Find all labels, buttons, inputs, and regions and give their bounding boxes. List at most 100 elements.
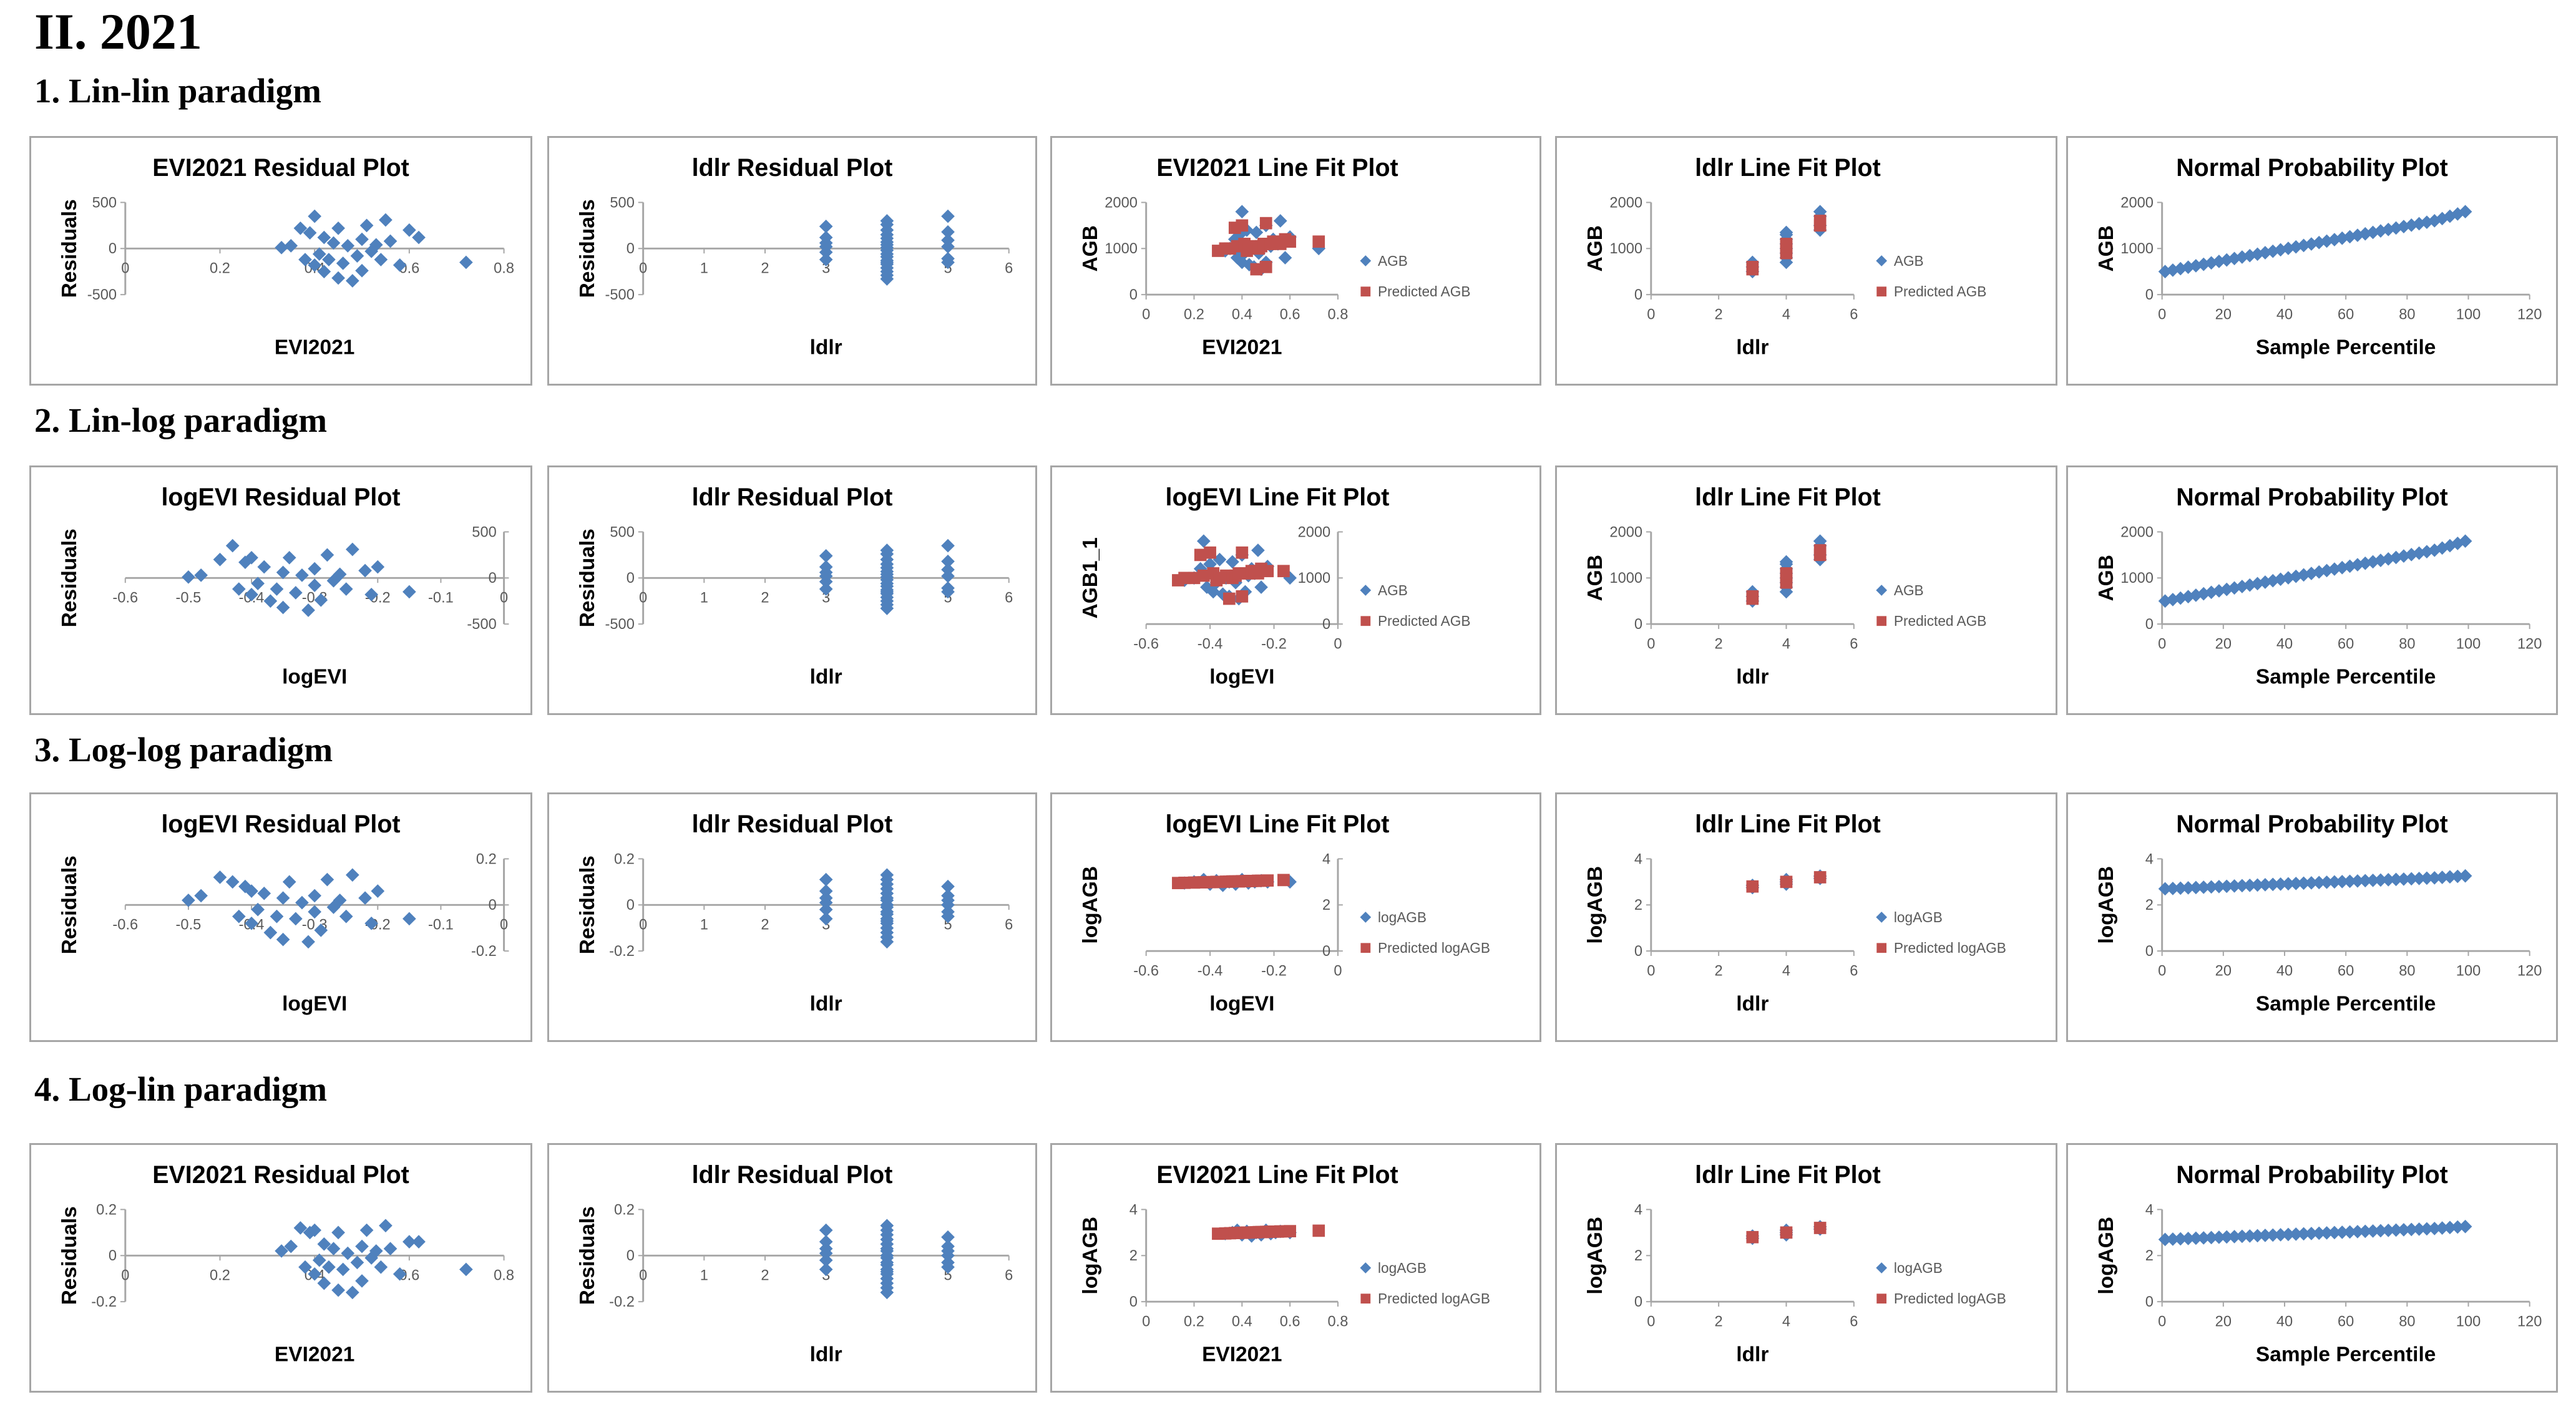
y-axis-label: logAGB xyxy=(1584,1217,1607,1295)
x-tick-label: 120 xyxy=(2517,1314,2542,1330)
chart-svg: ldlr Line Fit Plot 0 2 4 6 0 2 4 ldlr logAGB logAG… xyxy=(1584,811,2006,1016)
data-point xyxy=(459,255,473,270)
x-axis-label: Sample Percentile xyxy=(2256,993,2436,1016)
chart-title: EVI2021 Residual Plot xyxy=(152,1161,409,1189)
y-tick-label: -500 xyxy=(467,616,496,633)
x-axis-label: Sample Percentile xyxy=(2256,1343,2436,1366)
section-heading-log-log: 3. Log-log paradigm xyxy=(34,731,333,769)
x-axis-label: logEVI xyxy=(282,993,347,1016)
data-point xyxy=(308,209,322,223)
data-point xyxy=(336,1262,350,1277)
legend-label: Predicted AGB xyxy=(1894,283,1987,299)
chart-svg: logEVI Line Fit Plot -0.6 -0.4 -0.2 00 2 4 logE… xyxy=(1079,811,1490,1016)
data-point xyxy=(459,1262,473,1277)
data-point xyxy=(941,879,955,894)
data-point xyxy=(1216,587,1230,601)
x-tick-label: 20 xyxy=(2215,307,2232,323)
data-point xyxy=(2197,1231,2211,1245)
data-point xyxy=(2166,1232,2180,1246)
chart-title: ldlr Line Fit Plot xyxy=(1695,484,1881,511)
data-point xyxy=(2227,581,2242,595)
data-point xyxy=(2220,879,2234,894)
data-point xyxy=(2296,568,2311,582)
data-point xyxy=(819,1223,833,1237)
data-point xyxy=(383,234,398,248)
legend-marker xyxy=(1876,912,1888,923)
chart-panel: ldlr Line Fit Plot 0 2 4 6 0 2 4 ldlr logAGB logAG… xyxy=(1555,792,2057,1042)
chart-panel: EVI2021 Line Fit Plot 0 0.2 0.4 0.6 0.8 0 2 4 EVI… xyxy=(1050,1143,1541,1393)
x-axis-label: EVI2021 xyxy=(1202,1343,1282,1366)
data-point xyxy=(2235,1229,2249,1244)
y-tick-label: 0 xyxy=(1634,1294,1642,1310)
x-tick-label: 0.2 xyxy=(210,1268,230,1284)
y-axis-label: Residuals xyxy=(58,199,81,298)
data-point xyxy=(383,1242,398,1256)
data-point xyxy=(941,209,955,223)
legend-marker xyxy=(1876,1293,1887,1304)
x-tick-label: 120 xyxy=(2517,636,2542,653)
chart-svg: logEVI Line Fit Plot -0.6 -0.4 -0.2 00 1000 20… xyxy=(1079,484,1471,689)
y-tick-label: 0 xyxy=(1634,616,1642,633)
legend-marker xyxy=(1360,255,1372,266)
x-tick-label: 40 xyxy=(2276,307,2293,323)
predicted-point xyxy=(1259,261,1272,273)
x-tick-label: 0 xyxy=(1647,307,1655,323)
data-point xyxy=(369,1244,383,1258)
y-tick-label: 4 xyxy=(1634,1202,1642,1218)
legend-marker xyxy=(1360,943,1371,953)
y-tick-label: 2000 xyxy=(1298,524,1331,540)
x-axis-label: ldlr xyxy=(1736,336,1769,359)
x-tick-label: 0.6 xyxy=(1280,1314,1300,1330)
data-point xyxy=(257,886,271,900)
y-tick-label: 0.2 xyxy=(476,851,497,867)
data-point xyxy=(2435,212,2449,226)
data-point xyxy=(312,1253,326,1267)
x-tick-label: 4 xyxy=(1782,963,1790,980)
data-point xyxy=(276,600,290,615)
x-axis-label: ldlr xyxy=(1736,1343,1769,1366)
y-axis-label: AGB xyxy=(2095,225,2118,271)
x-tick-label: 6 xyxy=(1850,307,1858,323)
y-tick-label: 0 xyxy=(2145,943,2154,960)
x-axis-label: ldlr xyxy=(1736,666,1769,689)
x-tick-label: -0.5 xyxy=(176,590,202,606)
data-point xyxy=(182,570,195,584)
legend-label: Predicted logAGB xyxy=(1894,1290,2006,1307)
data-point xyxy=(2381,873,2396,887)
y-tick-label: -500 xyxy=(605,287,635,303)
data-point xyxy=(289,586,303,600)
predicted-point xyxy=(1261,874,1274,887)
data-point xyxy=(276,891,290,905)
data-point xyxy=(359,1223,374,1237)
y-tick-label: 1000 xyxy=(1609,570,1642,587)
data-point xyxy=(402,912,416,926)
page-title: II. 2021 xyxy=(34,3,202,60)
x-axis-label: ldlr xyxy=(1736,993,1769,1016)
legend-label: logAGB xyxy=(1378,909,1427,925)
x-tick-label: 0 xyxy=(639,261,647,277)
data-point xyxy=(2235,580,2249,593)
data-point xyxy=(371,560,385,574)
data-point xyxy=(341,239,355,253)
y-axis-label: AGB xyxy=(1584,225,1607,271)
predicted-point xyxy=(1197,569,1210,582)
data-point xyxy=(2366,555,2380,569)
data-point xyxy=(339,582,353,596)
chart-title: ldlr Residual Plot xyxy=(692,154,893,182)
chart-svg: EVI2021 Line Fit Plot 0 0.2 0.4 0.6 0.8 0 2 4 EVI… xyxy=(1079,1161,1490,1366)
data-point xyxy=(257,560,271,574)
data-point xyxy=(2366,874,2380,887)
data-point xyxy=(819,872,833,887)
x-tick-label: -0.6 xyxy=(1133,963,1159,980)
data-point xyxy=(2412,1222,2426,1236)
data-point xyxy=(320,548,334,562)
chart-panel: logEVI Line Fit Plot -0.6 -0.4 -0.2 0 0 1000 20… xyxy=(1050,465,1541,715)
data-point xyxy=(355,1274,369,1288)
data-point xyxy=(251,902,265,917)
y-tick-label: 4 xyxy=(1634,851,1642,867)
data-point xyxy=(2227,251,2242,266)
x-tick-label: 120 xyxy=(2517,307,2542,323)
y-tick-label: -0.2 xyxy=(471,943,497,960)
x-tick-label: 0.4 xyxy=(1232,307,1252,323)
data-point xyxy=(355,232,369,246)
